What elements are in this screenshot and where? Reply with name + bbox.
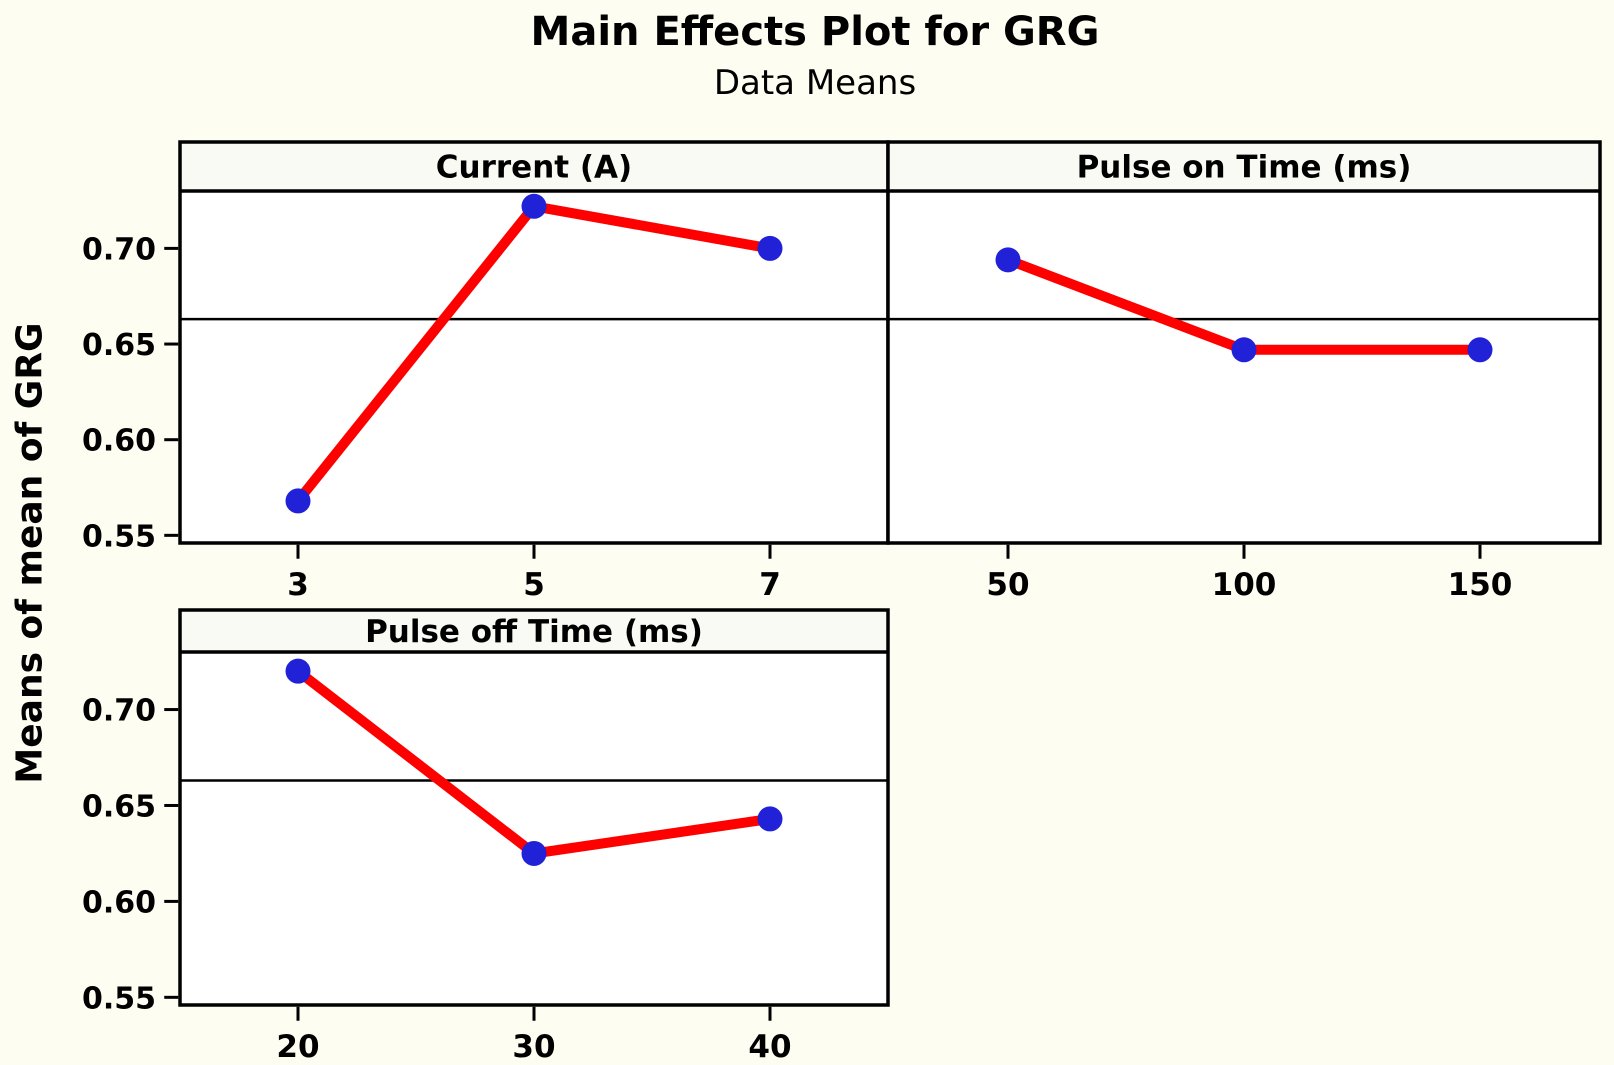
chart-subtitle: Data Means	[713, 63, 917, 103]
x-tick-label: 7	[759, 567, 781, 603]
data-point-pulse-off-time-ms-30	[521, 840, 547, 866]
y-tick-label: 0.60	[82, 885, 156, 920]
data-point-current-a-5	[521, 193, 547, 219]
x-tick-label: 50	[986, 567, 1029, 603]
y-tick-label: 0.55	[82, 981, 156, 1016]
x-tick-label: 20	[276, 1029, 319, 1065]
panel-pulse-off-time-ms-frame	[178, 608, 890, 1007]
x-tick-label: 40	[748, 1029, 791, 1065]
panel-pulse-off-time-ms-header	[180, 610, 888, 652]
x-tick-label: 3	[287, 567, 309, 603]
panel-pulse-on-time-ms-title: Pulse on Time (ms)	[1077, 150, 1412, 186]
data-point-pulse-on-time-ms-50	[995, 247, 1021, 273]
y-tick-label: 0.55	[82, 519, 156, 554]
x-tick-label: 150	[1448, 567, 1513, 603]
x-tick-label: 5	[523, 567, 545, 603]
y-tick-label: 0.65	[82, 328, 156, 363]
panel-current-a-title: Current (A)	[436, 150, 632, 186]
data-point-pulse-on-time-ms-150	[1467, 337, 1493, 363]
panel-pulse-off-time-ms-title: Pulse off Time (ms)	[365, 614, 703, 650]
panel-pulse-on-time-ms-header	[888, 142, 1600, 191]
data-point-pulse-off-time-ms-40	[757, 806, 783, 832]
x-tick-label: 30	[512, 1029, 555, 1065]
x-tick-label: 100	[1212, 567, 1277, 603]
y-tick-label: 0.70	[82, 232, 156, 267]
panel-pulse-on-time-ms-frame	[886, 140, 1602, 545]
chart-title: Main Effects Plot for GRG	[530, 9, 1100, 55]
y-tick-label: 0.70	[82, 694, 156, 729]
panel-current-a-header	[180, 142, 888, 191]
data-point-pulse-off-time-ms-20	[285, 658, 311, 684]
data-point-current-a-3	[285, 488, 311, 514]
y-tick-label: 0.60	[82, 424, 156, 459]
y-tick-label: 0.65	[82, 789, 156, 824]
data-point-pulse-on-time-ms-100	[1231, 337, 1257, 363]
data-point-current-a-7	[757, 235, 783, 261]
